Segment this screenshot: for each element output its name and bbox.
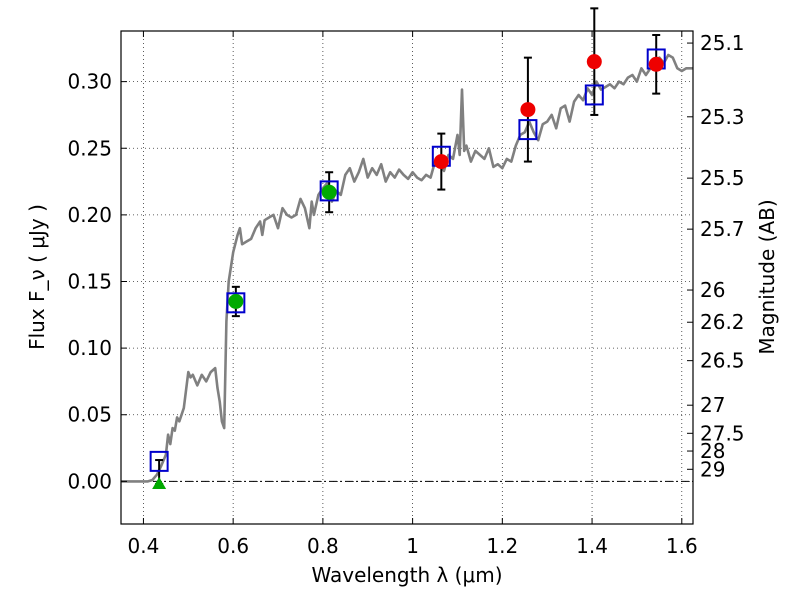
observed-optical-point	[228, 293, 244, 309]
magnitude-tick-label: 26	[700, 278, 725, 302]
y-axis-label: Flux F_ν ( μJy )	[25, 204, 49, 350]
observed-nir-point	[520, 102, 536, 118]
data-markers	[149, 48, 666, 490]
model-photometry-square	[518, 119, 538, 141]
x-tick-label: 1.6	[666, 534, 698, 558]
y-tick-label: 0.20	[67, 203, 112, 227]
y-tick-label: 0.15	[67, 269, 112, 293]
model-spectrum-line	[121, 53, 693, 483]
x-tick-label: 1.4	[576, 534, 608, 558]
magnitude-tick-label: 25.5	[700, 166, 745, 190]
magnitude-tick-label: 25.3	[700, 105, 745, 129]
magnitude-tick-label: 27.5	[700, 421, 745, 445]
magnitude-tick-label: 29	[700, 457, 725, 481]
model-photometry-square	[584, 84, 604, 106]
x-axis-label: Wavelength λ (μm)	[311, 563, 502, 587]
x-tick-labels: 0.4 0.6 0.8 1 1.2 1.4 1.6	[128, 534, 698, 558]
y-tick-label: 0.25	[67, 136, 112, 160]
y-axis-right-label: Magnitude (AB)	[755, 199, 779, 354]
y-tick-labels: 0.00 0.05 0.10 0.15 0.20 0.25 0.30	[67, 70, 112, 494]
y-tick-label: 0.00	[67, 469, 112, 493]
x-tick-label: 0.8	[307, 534, 339, 558]
upper-limit-triangle	[152, 477, 167, 490]
model-photometry-square	[319, 180, 339, 202]
x-tick-label: 0.6	[217, 534, 249, 558]
magnitude-tick-label: 27	[700, 393, 725, 417]
observed-nir-point	[433, 154, 449, 170]
magnitude-tick-label: 28	[700, 439, 725, 463]
observed-optical-point	[321, 184, 337, 200]
axis-ticks	[121, 31, 693, 524]
y-tick-label: 0.05	[67, 403, 112, 427]
y-tick-label: 0.10	[67, 336, 112, 360]
observed-nir-point	[648, 56, 664, 72]
magnitude-tick-label: 26.5	[700, 349, 745, 373]
observed-nir-point	[586, 54, 602, 70]
plot-frame	[120, 30, 694, 525]
plot-background	[121, 31, 693, 524]
x-tick-label: 1.2	[486, 534, 518, 558]
x-tick-label: 1	[406, 534, 419, 558]
model-photometry-square	[149, 450, 169, 472]
magnitude-tick-label: 25.1	[700, 31, 745, 55]
x-tick-label: 0.4	[128, 534, 160, 558]
magnitude-tick-label: 26.2	[700, 310, 745, 334]
magnitude-tick-label: 25.7	[700, 217, 745, 241]
model-photometry-square	[226, 292, 246, 314]
y-tick-label: 0.30	[67, 70, 112, 94]
